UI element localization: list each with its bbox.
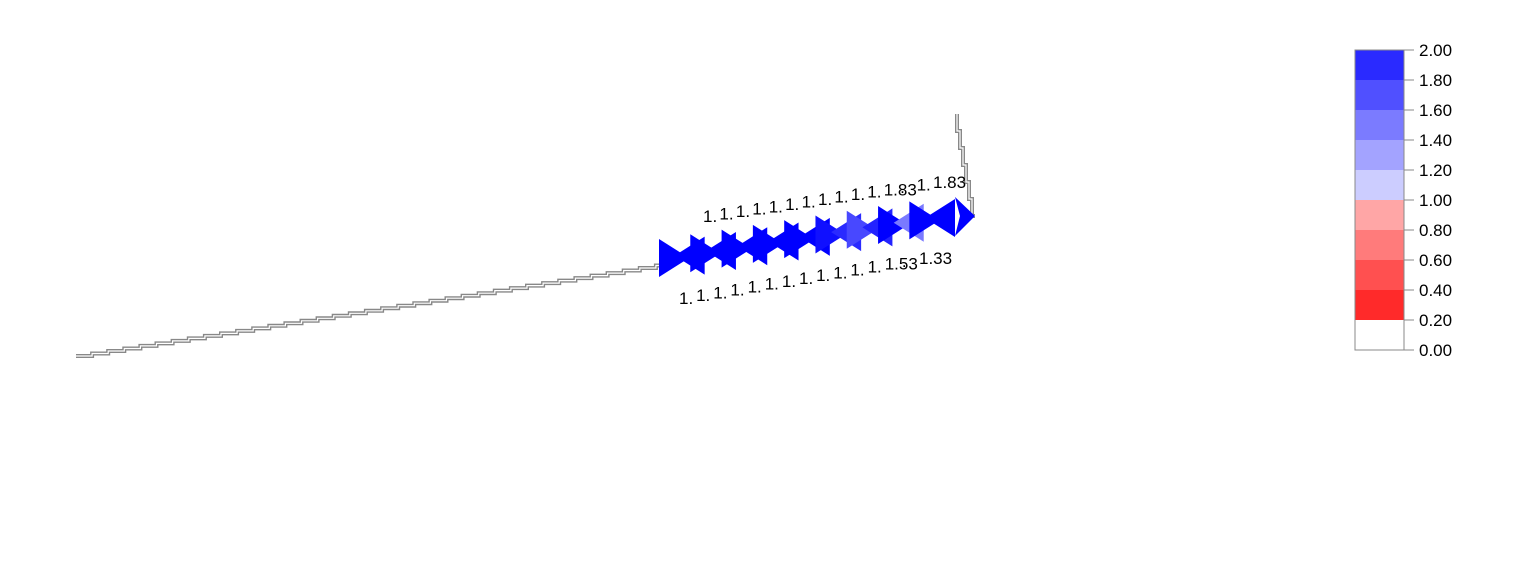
legend-swatch [1355, 80, 1404, 110]
value-label: 1. [752, 200, 766, 219]
value-label: 1. [713, 283, 727, 302]
value-label: 1.83 [933, 173, 966, 192]
arrow-glyph [690, 234, 721, 273]
legend-tick-label: 0.40 [1419, 281, 1452, 300]
track-segment-core [956, 114, 975, 217]
track-path [76, 114, 975, 358]
value-label: 1.83 [884, 180, 917, 199]
arrow-glyph [815, 215, 846, 254]
legend-tick-label: 1.20 [1419, 161, 1452, 180]
legend-swatch [1355, 110, 1404, 140]
value-label: 1. [834, 188, 848, 207]
value-label: . [902, 252, 907, 271]
arrow-glyph [752, 224, 783, 263]
value-labels: 1. 1. 1. 1. 1. 1. 1. 1. 1. 1. 1. 1.83. 1. 1.831. 1. 1. 1… [679, 173, 966, 308]
track-segment-core [76, 263, 673, 357]
legend-tick-label: 1.60 [1419, 101, 1452, 120]
value-label: 1. [850, 260, 864, 279]
value-label: 1. [833, 263, 847, 282]
legend-swatch [1355, 170, 1404, 200]
value-label: 1. [748, 278, 762, 297]
value-label: 1. [730, 280, 744, 299]
legend-tick-label: 1.00 [1419, 191, 1452, 210]
legend-tick-label: 0.00 [1419, 341, 1452, 360]
arrow-glyph [955, 197, 975, 236]
legend-swatch [1355, 200, 1404, 230]
arrow-glyph [846, 210, 877, 249]
value-label: 1. [782, 272, 796, 291]
legend-tick-label: 0.60 [1419, 251, 1452, 270]
arrow-glyph [659, 239, 689, 277]
legend-swatch [1355, 260, 1404, 290]
arrow-glyph [909, 201, 940, 240]
value-label: 1. [679, 289, 693, 308]
legend-swatch [1355, 230, 1404, 260]
value-label: 1. [696, 286, 710, 305]
value-label: 1.33 [919, 249, 952, 268]
legend-tick-label: 0.80 [1419, 221, 1452, 240]
legend-swatch [1355, 50, 1404, 80]
legend-swatch [1355, 320, 1404, 350]
arrow-glyph [925, 199, 955, 237]
legend-tick-label: 0.20 [1419, 311, 1452, 330]
value-label: 1. [818, 190, 832, 209]
value-label: 1. [799, 269, 813, 288]
legend-tick-label: 2.00 [1419, 41, 1452, 60]
legend-swatch [1355, 140, 1404, 170]
value-label: 1. [868, 258, 882, 277]
value-label: 1. [816, 266, 830, 285]
track-segment [76, 263, 674, 358]
value-label: 1. [851, 185, 865, 204]
value-label: 1. [867, 183, 881, 202]
arrow-glyph [784, 220, 815, 259]
value-label: 1. [765, 275, 779, 294]
color-legend: 2.00 1.80 1.60 1.40 1.20 1.00 0.80 0.60 0.40 0.20… [1354, 41, 1452, 360]
arrow-glyph [721, 229, 752, 268]
legend-tick-label: 1.40 [1419, 131, 1452, 150]
legend-tick-label: 1.80 [1419, 71, 1452, 90]
value-label: 1.53 [885, 255, 918, 274]
value-label: . [900, 178, 905, 197]
value-label: 1. [703, 207, 717, 226]
value-label: 1. [802, 192, 816, 211]
arrow-glyph [878, 206, 909, 245]
value-label: 1. [736, 202, 750, 221]
value-label: 1. [719, 205, 733, 224]
value-label: 1. [917, 175, 931, 194]
value-label: 1. [785, 195, 799, 214]
legend-swatch [1355, 290, 1404, 320]
arrow-glyphs [659, 197, 975, 277]
value-label: 1. [769, 197, 783, 216]
